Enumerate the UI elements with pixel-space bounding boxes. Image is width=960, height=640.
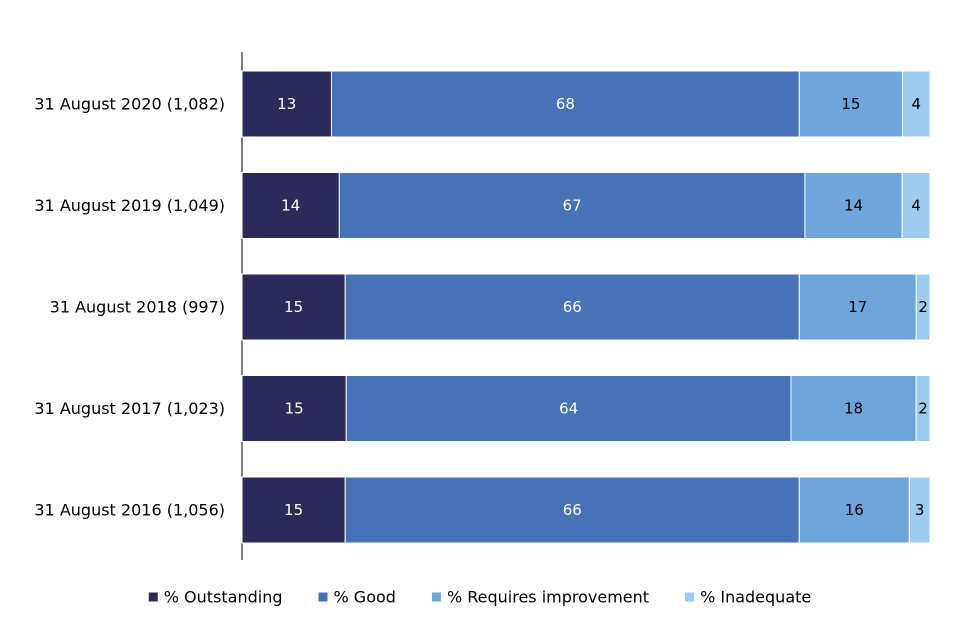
- bar-segment: [908, 476, 931, 544]
- bar-value-label: 16: [845, 501, 864, 519]
- bar-value-label: 64: [559, 400, 578, 418]
- bar-value-label: 3: [915, 501, 925, 519]
- category-label: 31 August 2016 (1,056): [34, 501, 225, 520]
- bar-value-label: 15: [284, 501, 303, 519]
- bar-segment: [798, 70, 903, 138]
- bar-value-label: 68: [556, 95, 575, 113]
- bar-value-label: 66: [563, 501, 582, 519]
- legend-item-label: % Outstanding: [164, 588, 283, 607]
- category-label: 31 August 2017 (1,023): [34, 399, 225, 418]
- bar-value-label: 66: [563, 298, 582, 316]
- bar-segment: [915, 273, 931, 341]
- legend: % Outstanding % Good % Requires improvemen…: [148, 588, 811, 607]
- bar-segment: [241, 273, 346, 341]
- bar-segment: [344, 273, 800, 341]
- bar-segment: [344, 476, 800, 544]
- category-label: 31 August 2018 (997): [50, 298, 225, 317]
- bars-layer: 13 68 15 4 14 67 14 4 15 66 17 2 15 64 18 2 15 66 16 3: [241, 70, 931, 544]
- bar-segment: [330, 70, 800, 138]
- category-labels: 31 August 2020 (1,082) 31 August 2019 (1,…: [34, 95, 225, 520]
- bar-segment: [338, 172, 806, 239]
- bar-segment: [798, 273, 917, 341]
- bar-value-label: 14: [281, 197, 300, 215]
- bar-segment: [345, 375, 792, 442]
- bar-value-label: 15: [284, 298, 303, 316]
- bar-value-label: 18: [844, 400, 863, 418]
- legend-swatch: [318, 592, 328, 602]
- bar-value-label: 17: [848, 298, 867, 316]
- bar-value-label: 4: [911, 95, 921, 113]
- legend-swatch: [148, 592, 158, 602]
- bar-segment: [901, 172, 931, 239]
- bar-segment: [798, 476, 910, 544]
- legend-item-label: % Good: [334, 588, 396, 607]
- bar-value-label: 15: [841, 95, 860, 113]
- bar-value-label: 15: [285, 400, 304, 418]
- bar-value-label: 67: [563, 197, 582, 215]
- legend-item-label: % Inadequate: [700, 588, 811, 607]
- legend-swatch: [685, 592, 695, 602]
- bar-segment: [901, 70, 931, 138]
- bar-segment: [915, 375, 931, 442]
- bar-value-label: 14: [844, 197, 863, 215]
- bar-segment: [241, 375, 347, 442]
- bar-value-label: 2: [918, 298, 928, 316]
- bar-segment: [790, 375, 917, 442]
- bar-segment: [241, 476, 346, 544]
- legend-swatch: [431, 592, 441, 602]
- bar-value-label: 2: [918, 400, 928, 418]
- category-label: 31 August 2019 (1,049): [34, 196, 225, 215]
- legend-item-label: % Requires improvement: [447, 588, 649, 607]
- category-label: 31 August 2020 (1,082): [34, 95, 225, 114]
- bar-value-label: 13: [277, 95, 296, 113]
- bar-value-label: 4: [911, 197, 921, 215]
